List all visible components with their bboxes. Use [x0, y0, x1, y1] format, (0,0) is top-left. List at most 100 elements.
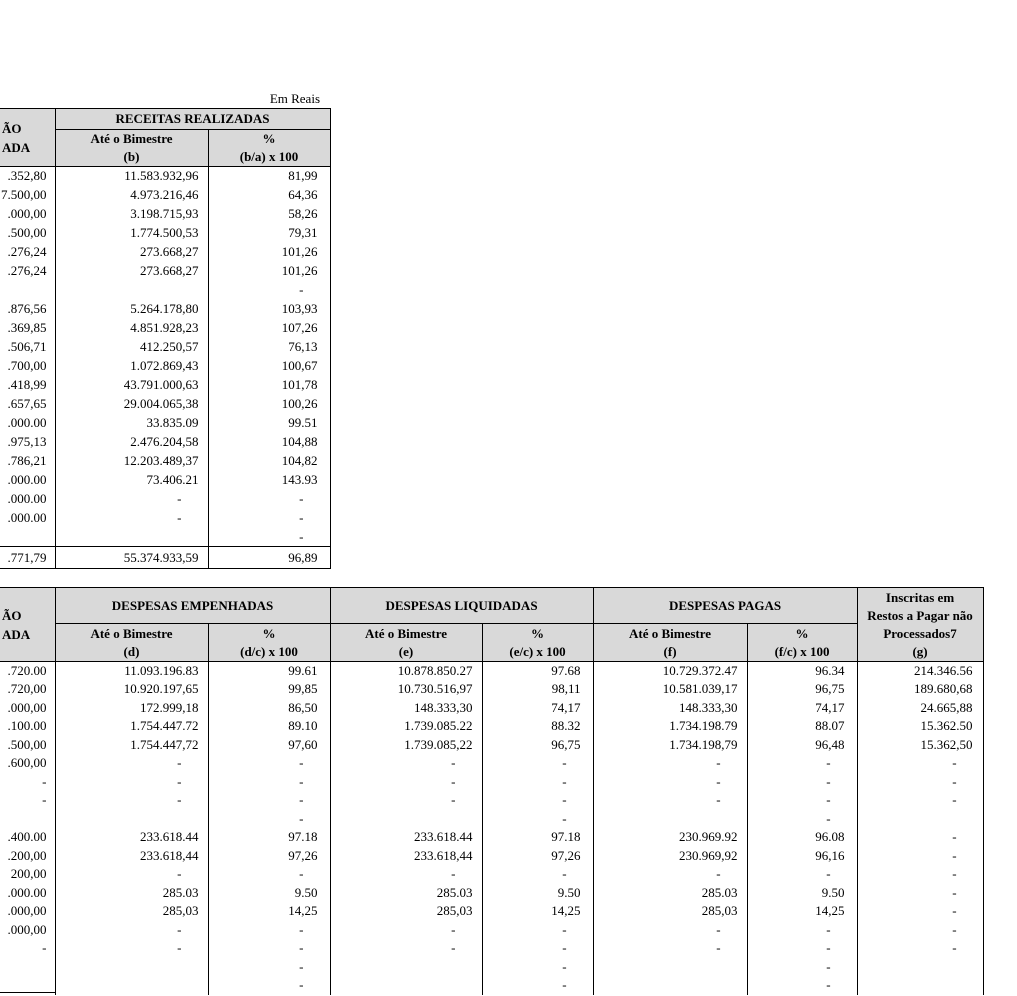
cell-e — [329, 957, 483, 976]
cell-d: - — [54, 939, 208, 958]
cell-e: - — [329, 939, 483, 958]
cell-b: 43.791.000,63 — [54, 375, 208, 395]
dotacao-atualizada-header: ÃO ADA — [0, 587, 55, 662]
cell-d: 233.618,44 — [54, 846, 208, 865]
cell-g: 24.665,88 — [856, 698, 984, 717]
cell-a: .000.00 — [0, 508, 55, 528]
cell-f: - — [592, 791, 748, 810]
cell-epct: 9.50 — [481, 883, 594, 902]
cell-dpct: - — [207, 865, 331, 884]
cell-dpct: - — [207, 754, 331, 773]
sub-dpct-line1: % — [262, 625, 276, 641]
total-row: .771,79 55.374.933,59 96,89 — [0, 546, 331, 569]
cell-g — [856, 809, 984, 828]
receitas-table: ÃO ADA RECEITAS REALIZADAS Até o Bimestr… — [0, 108, 331, 569]
cell-pct: 103,93 — [207, 299, 331, 319]
cell-fpct: - — [746, 791, 858, 810]
cell-d: - — [54, 754, 208, 773]
cell-fpct: - — [746, 920, 858, 939]
table-row: --- — [0, 976, 984, 995]
table-row: .000.00 285.03 9.50 285.03 9.50 285.03 9.50- — [0, 883, 984, 902]
cell-epct: 97,26 — [481, 846, 594, 865]
cell-g: - — [856, 754, 984, 773]
cell-d: 285.03 — [54, 883, 208, 902]
cell-a: .100.00 — [0, 717, 55, 736]
cell-d: 172.999,18 — [54, 698, 208, 717]
cell-a: .786,21 — [0, 451, 55, 471]
table-row: .276,24 273.668,27 101,26 — [0, 261, 331, 281]
ate-o-bimestre-e-header: Até o Bimestre (e) — [329, 623, 483, 662]
cell-epct: - — [481, 920, 594, 939]
table-row: .400.00 233.618.44 97.18 233.618.44 97.18 230… — [0, 828, 984, 847]
cell-dpct: 86,50 — [207, 698, 331, 717]
sub-pct-line1: % — [262, 131, 276, 146]
table-row: .000.00 73.406.21 143.93 — [0, 470, 331, 490]
pct-fc-header: % (f/c) x 100 — [746, 623, 858, 662]
sub-fpct-line2: (f/c) x 100 — [774, 643, 830, 659]
cell-dpct: - — [207, 791, 331, 810]
cell-a — [0, 976, 55, 995]
cell-b — [54, 527, 208, 547]
cell-pct: 76,13 — [207, 337, 331, 357]
cell-f: 1.734.198,79 — [592, 735, 748, 754]
cell-fpct: 88.07 — [746, 717, 858, 736]
cell-d: 1.754.447,72 — [54, 735, 208, 754]
cell-d: 233.618.44 — [54, 828, 208, 847]
previsao-atualizada-header: ÃO ADA — [0, 108, 55, 167]
cell-d: 10.920.197,65 — [54, 680, 208, 699]
cell-b: 273.668,27 — [54, 242, 208, 262]
cell-f — [592, 976, 748, 995]
table-row: .000,00 285,03 14,25 285,03 14,25 285,03 14,25… — [0, 902, 984, 921]
cell-dpct: 99,85 — [207, 680, 331, 699]
table-row: 7.500,00 4.973.216,46 64,36 — [0, 185, 331, 205]
cell-a: .506,71 — [0, 337, 55, 357]
table-row: .876,56 5.264.178,80 103,93 — [0, 299, 331, 319]
cell-f: - — [592, 772, 748, 791]
cell-b: 12.203.489,37 — [54, 451, 208, 471]
cell-epct: 96,75 — [481, 735, 594, 754]
cell-epct: - — [481, 754, 594, 773]
table-row: .000,00 172.999,18 86,50 148.333,30 74,17 148… — [0, 698, 984, 717]
cell-a: .720,00 — [0, 680, 55, 699]
cell-g: - — [856, 772, 984, 791]
restos-line1: Inscritas em — [885, 589, 955, 605]
cell-b: 1.072.869,43 — [54, 356, 208, 376]
cell-a: .000,00 — [0, 920, 55, 939]
sub-e-line2: (e) — [398, 643, 414, 659]
cell-pct: - — [207, 489, 331, 509]
dotacao-header-line1: ÃO — [2, 607, 22, 623]
table-row: - — [0, 280, 331, 300]
cell-a: - — [0, 772, 55, 791]
table-row: - — [0, 527, 331, 547]
table-row: .100.00 1.754.447.72 89.10 1.739.085.22 88.3… — [0, 717, 984, 736]
cell-epct: 97.18 — [481, 828, 594, 847]
cell-f: 285.03 — [592, 883, 748, 902]
cell-f: - — [592, 920, 748, 939]
pct-ba-header: % (b/a) x 100 — [207, 129, 331, 167]
cell-f: - — [592, 939, 748, 958]
despesas-pagas-header: DESPESAS PAGAS — [592, 587, 858, 624]
table-row: .720,00 10.920.197,65 99,85 10.730.516,97 98… — [0, 680, 984, 699]
table-row: .506,71 412.250,57 76,13 — [0, 337, 331, 357]
cell-pct: 101,26 — [207, 242, 331, 262]
cell-fpct: 14,25 — [746, 902, 858, 921]
despesas-table: ÃO ADA DESPESAS EMPENHADAS DESPESAS LIQU… — [0, 587, 984, 995]
cell-g: - — [856, 939, 984, 958]
total-cell-b: 55.374.933,59 — [54, 546, 208, 569]
cell-fpct: 9.50 — [746, 883, 858, 902]
cell-a: .500,00 — [0, 735, 55, 754]
cell-b: 4.973.216,46 — [54, 185, 208, 205]
cell-a: .276,24 — [0, 261, 55, 281]
despesas-empenhadas-header: DESPESAS EMPENHADAS — [54, 587, 331, 624]
cell-a: .418,99 — [0, 375, 55, 395]
cell-dpct: 99.61 — [207, 661, 331, 680]
sub-d-line1: Até o Bimestre — [90, 625, 173, 641]
sub-pct-line2: (b/a) x 100 — [239, 149, 299, 164]
cell-e: 10.878.850.27 — [329, 661, 483, 680]
table-bottom-border-fragment — [0, 992, 56, 993]
cell-e: 10.730.516,97 — [329, 680, 483, 699]
cell-a: .000.00 — [0, 489, 55, 509]
cell-b: 4.851.928,23 — [54, 318, 208, 338]
cell-dpct: 14,25 — [207, 902, 331, 921]
cell-b: 3.198.715,93 — [54, 204, 208, 224]
